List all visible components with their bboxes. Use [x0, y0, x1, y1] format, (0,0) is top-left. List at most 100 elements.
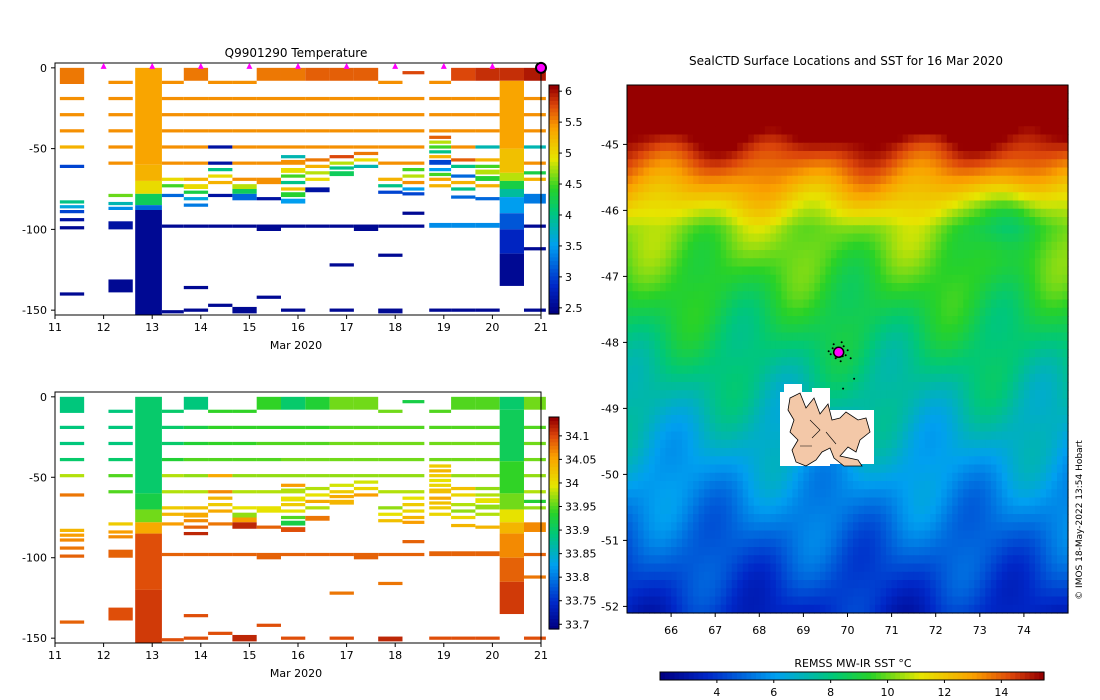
sst-cell: [715, 208, 722, 218]
sst-cell: [775, 134, 782, 144]
sst-cell: [819, 464, 827, 474]
sst-cell: [952, 258, 959, 268]
sst-cell: [1062, 505, 1069, 515]
sst-cell: [775, 481, 782, 490]
sst-cell: [891, 184, 898, 193]
sst-cell: [979, 316, 986, 325]
sst-cell: [908, 283, 915, 292]
sst-cell: [968, 316, 975, 325]
sst-cell: [715, 472, 722, 482]
sst-cell: [814, 382, 821, 391]
sst-cell: [720, 522, 727, 532]
profile-cell: [353, 129, 379, 133]
sst-cell: [1051, 274, 1058, 284]
sst-cell: [627, 472, 634, 482]
sst-cell: [682, 184, 689, 193]
sst-cell: [819, 489, 827, 499]
sst-cell: [1034, 398, 1042, 408]
sst-cell: [858, 274, 865, 284]
profile-cell: [499, 213, 524, 230]
sst-cell: [1045, 406, 1053, 416]
sst-cell: [709, 448, 716, 457]
sst-cell: [880, 406, 887, 416]
sst-cell: [968, 464, 975, 474]
sst-cell: [864, 489, 871, 499]
sst-cell: [720, 192, 727, 202]
sst-cell: [704, 184, 711, 193]
sst-cell: [665, 233, 672, 243]
sst-cell: [858, 192, 865, 202]
sst-cell: [1062, 142, 1069, 152]
sst-cell: [880, 192, 887, 202]
sst-cell: [853, 324, 860, 334]
sst-cell: [693, 357, 700, 367]
sst-cell: [753, 423, 760, 433]
sst-cell: [627, 406, 634, 416]
sst-cell: [924, 324, 931, 334]
sst-cell: [1023, 118, 1031, 127]
sst-cell: [924, 357, 931, 367]
sst-cell: [996, 382, 1003, 391]
sst-cell: [1045, 307, 1053, 317]
sst-cell: [908, 274, 915, 284]
sst-cell: [974, 349, 981, 358]
sst-cell: [968, 291, 975, 301]
sst-cell: [985, 398, 992, 408]
sst-cell: [1023, 241, 1031, 251]
profile-cell: [135, 509, 162, 523]
sst-cell: [759, 332, 766, 342]
sst-cell: [836, 316, 843, 325]
profile-cell: [429, 441, 452, 446]
sst-cell: [786, 514, 793, 523]
sst-cell: [643, 266, 650, 276]
sst-cell: [709, 184, 716, 193]
profile-cell: [256, 224, 281, 231]
sst-cell: [968, 126, 975, 136]
sst-cell: [819, 200, 827, 210]
sst-cell: [1034, 448, 1042, 457]
sst-cell: [693, 431, 700, 441]
sst-cell: [704, 489, 711, 499]
sst-cell: [891, 481, 898, 490]
sst-cell: [836, 241, 843, 251]
sst-cell: [698, 217, 705, 226]
sst-cell: [792, 307, 799, 317]
sst-cell: [748, 217, 755, 226]
sst-cell: [930, 448, 937, 457]
sst-cell: [869, 217, 876, 226]
sst-cell: [1034, 126, 1042, 136]
sst-cell: [858, 514, 865, 523]
sst-cell: [880, 258, 887, 268]
sst-cell: [682, 134, 689, 144]
sst-cell: [880, 382, 887, 391]
sst-cell: [819, 151, 827, 160]
profile-cell: [232, 145, 257, 149]
sst-cell: [913, 192, 920, 202]
sst-cell: [875, 365, 882, 375]
profile-cell: [280, 503, 306, 507]
sst-cell: [737, 307, 744, 317]
sst-cell: [731, 200, 738, 210]
sst-cell: [814, 134, 821, 144]
sst-cell: [968, 522, 975, 532]
sst-cell: [797, 340, 804, 350]
profile-cell: [161, 224, 184, 228]
sst-cell: [946, 200, 953, 210]
sst-cell: [671, 283, 678, 292]
colorbar-segment: [549, 268, 559, 273]
profile-cell: [232, 409, 257, 413]
colorbar-segment: [549, 530, 559, 535]
sst-cell: [952, 406, 959, 416]
sst-cell: [891, 423, 898, 433]
sst-cell: [748, 167, 755, 177]
sst-cell: [979, 406, 986, 416]
sst-cell: [990, 291, 997, 301]
sst-cell: [1056, 258, 1064, 268]
sst-cell: [897, 431, 904, 441]
sst-cell: [665, 175, 672, 185]
sst-cell: [643, 365, 650, 375]
sst-cell: [759, 225, 766, 235]
sst-cell: [698, 324, 705, 334]
sst-cell: [770, 439, 777, 449]
sst-cell: [886, 175, 893, 185]
